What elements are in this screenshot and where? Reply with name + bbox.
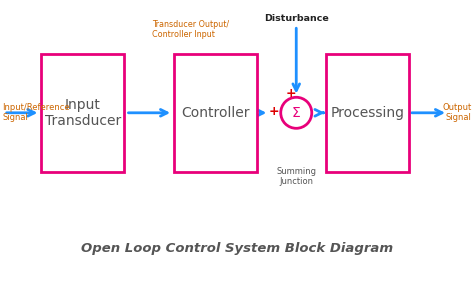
FancyBboxPatch shape xyxy=(41,54,124,172)
Text: Disturbance: Disturbance xyxy=(264,14,328,23)
Ellipse shape xyxy=(281,97,312,128)
Text: +: + xyxy=(269,105,279,118)
FancyBboxPatch shape xyxy=(326,54,409,172)
Text: Output
Signal: Output Signal xyxy=(442,103,472,122)
Text: +: + xyxy=(286,87,296,100)
FancyBboxPatch shape xyxy=(174,54,257,172)
Text: Input/Reference
Signal: Input/Reference Signal xyxy=(2,103,70,122)
Text: Input
Transducer: Input Transducer xyxy=(45,98,121,128)
Text: Summing
Junction: Summing Junction xyxy=(276,167,316,186)
Text: Controller: Controller xyxy=(182,106,250,120)
Text: $\Sigma$: $\Sigma$ xyxy=(292,106,301,120)
Text: Open Loop Control System Block Diagram: Open Loop Control System Block Diagram xyxy=(81,242,393,255)
Text: Processing: Processing xyxy=(330,106,404,120)
Text: Transducer Output/
Controller Input: Transducer Output/ Controller Input xyxy=(152,20,229,39)
